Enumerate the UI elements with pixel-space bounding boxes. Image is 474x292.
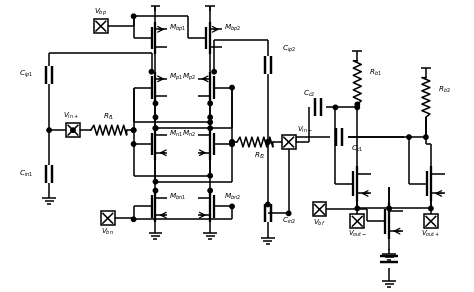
Text: $M_{bn1}$: $M_{bn1}$ xyxy=(169,192,187,201)
Circle shape xyxy=(355,102,359,107)
Circle shape xyxy=(265,140,270,144)
Text: $V_{in-}$: $V_{in-}$ xyxy=(297,125,312,135)
Circle shape xyxy=(131,217,136,221)
Circle shape xyxy=(407,135,411,139)
Bar xyxy=(101,211,115,225)
Text: $C_{c1}$: $C_{c1}$ xyxy=(351,144,364,154)
Circle shape xyxy=(208,120,212,124)
Text: $V_{in+}$: $V_{in+}$ xyxy=(63,111,79,121)
Bar xyxy=(424,214,438,228)
Circle shape xyxy=(153,101,158,106)
Circle shape xyxy=(230,140,234,144)
Circle shape xyxy=(208,101,212,106)
Text: $V_{bp}$: $V_{bp}$ xyxy=(94,6,108,18)
Text: $R_{b1}$: $R_{b1}$ xyxy=(369,68,382,78)
Text: $M_{bp2}$: $M_{bp2}$ xyxy=(224,22,241,34)
Circle shape xyxy=(153,180,158,184)
Text: $V_{bf}$: $V_{bf}$ xyxy=(313,218,326,228)
Circle shape xyxy=(355,105,359,110)
Bar xyxy=(350,214,364,228)
Circle shape xyxy=(286,211,291,215)
Text: $R_{f1}$: $R_{f1}$ xyxy=(103,112,115,122)
Circle shape xyxy=(424,135,428,139)
Bar xyxy=(282,135,296,149)
Circle shape xyxy=(131,128,136,132)
Text: $V_{bn}$: $V_{bn}$ xyxy=(101,227,114,237)
Text: $V_{out-}$: $V_{out-}$ xyxy=(347,229,367,239)
Circle shape xyxy=(230,140,234,144)
Text: $M_{bn2}$: $M_{bn2}$ xyxy=(224,192,241,201)
Circle shape xyxy=(333,105,337,110)
Circle shape xyxy=(71,128,75,132)
Circle shape xyxy=(153,126,158,130)
Text: $M_{p1}$: $M_{p1}$ xyxy=(169,72,183,84)
Text: $M_{n2}$: $M_{n2}$ xyxy=(182,129,196,139)
Text: $C_{ip2}$: $C_{ip2}$ xyxy=(282,43,296,55)
Circle shape xyxy=(153,115,158,119)
Text: $C_{ip1}$: $C_{ip1}$ xyxy=(19,69,33,80)
Circle shape xyxy=(149,69,154,74)
Bar xyxy=(312,202,327,216)
Text: $C_{in2}$: $C_{in2}$ xyxy=(282,216,296,226)
Text: $V_{out+}$: $V_{out+}$ xyxy=(421,229,440,239)
Circle shape xyxy=(230,142,234,146)
Circle shape xyxy=(355,206,359,211)
Circle shape xyxy=(208,126,212,130)
Circle shape xyxy=(131,128,136,132)
Circle shape xyxy=(153,188,158,193)
Circle shape xyxy=(265,202,270,207)
Bar xyxy=(94,19,108,33)
Circle shape xyxy=(47,128,51,132)
Text: $M_{n1}$: $M_{n1}$ xyxy=(169,129,183,139)
Circle shape xyxy=(153,126,158,130)
Circle shape xyxy=(208,173,212,178)
Text: $M_{p2}$: $M_{p2}$ xyxy=(182,72,196,84)
Circle shape xyxy=(230,204,234,208)
Text: $C_{c2}$: $C_{c2}$ xyxy=(303,88,316,99)
Text: $R_{b2}$: $R_{b2}$ xyxy=(438,84,451,95)
Circle shape xyxy=(212,69,216,74)
Circle shape xyxy=(265,140,270,144)
Text: $M_{bp1}$: $M_{bp1}$ xyxy=(169,22,187,34)
Circle shape xyxy=(230,85,234,90)
Circle shape xyxy=(428,206,433,211)
Text: $C_{in1}$: $C_{in1}$ xyxy=(19,169,33,179)
Text: $R_{f2}$: $R_{f2}$ xyxy=(254,151,265,161)
Bar xyxy=(66,123,80,137)
Circle shape xyxy=(230,142,234,146)
Circle shape xyxy=(208,115,212,119)
Circle shape xyxy=(131,14,136,18)
Circle shape xyxy=(387,206,392,211)
Circle shape xyxy=(208,188,212,193)
Circle shape xyxy=(131,142,136,146)
